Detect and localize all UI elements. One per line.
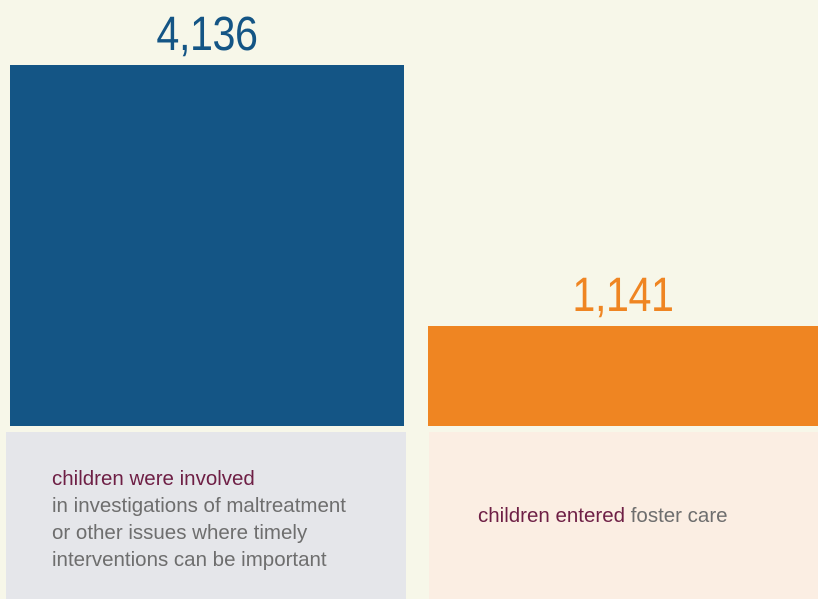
caption-line: in investigations of maltreatment [52, 494, 346, 517]
caption-line: or other issues where timely [52, 521, 308, 544]
value-label-children-involved: 4,136 [156, 8, 258, 61]
bar-children-involved [10, 65, 404, 426]
caption-children-involved: children were involved in investigations… [6, 432, 406, 599]
caption-lead-children-involved: children were involved [52, 467, 255, 490]
caption-rest-children-entered: foster care [630, 504, 728, 527]
bar-children-entered [428, 326, 818, 426]
caption-children-entered: children entered foster care [429, 432, 818, 599]
caption-line: interventions can be important [52, 548, 327, 571]
caption-lead-children-entered: children entered [478, 504, 626, 527]
value-label-children-entered: 1,141 [572, 269, 674, 322]
